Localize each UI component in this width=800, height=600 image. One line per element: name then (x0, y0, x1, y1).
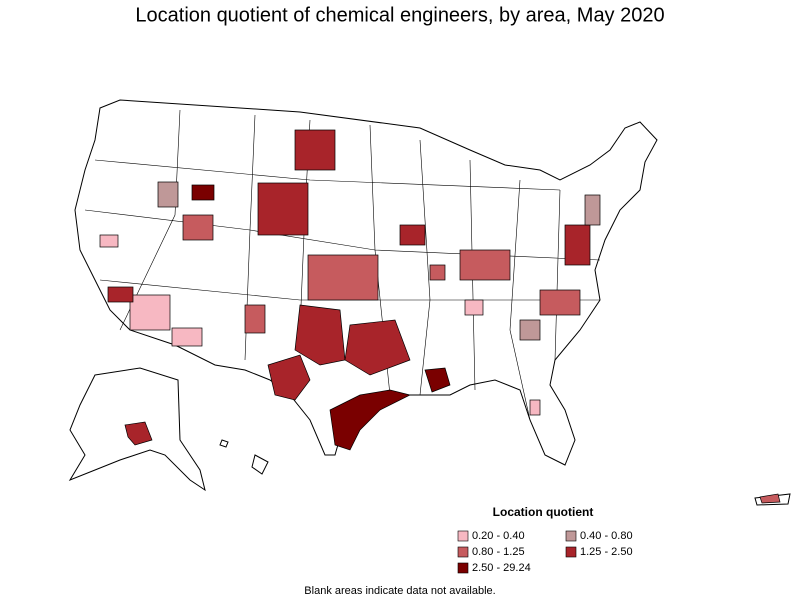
region (129, 294, 171, 331)
region (529, 399, 541, 416)
legend-swatch (457, 530, 469, 542)
region (294, 129, 336, 171)
footnote: Blank areas indicate data not available. (304, 585, 495, 597)
legend-swatch (565, 530, 577, 542)
region-dark (424, 367, 451, 393)
legend-label: 0.80 - 1.25 (472, 546, 525, 558)
region (464, 299, 484, 316)
region (564, 224, 591, 266)
region (519, 319, 541, 341)
region (107, 286, 134, 303)
region-dark (329, 389, 412, 451)
region-dark (191, 184, 215, 201)
region (124, 421, 153, 446)
region (344, 319, 411, 376)
legend-swatch (457, 546, 469, 558)
legend-label: 1.25 - 2.50 (580, 546, 633, 558)
region (182, 214, 214, 241)
region (399, 224, 426, 246)
map (68, 99, 791, 506)
region (294, 304, 346, 366)
hawaii (219, 439, 229, 448)
legend-label: 0.40 - 0.80 (580, 530, 633, 542)
region (171, 327, 203, 347)
region (459, 249, 511, 281)
legend-swatch (565, 546, 577, 558)
region (157, 181, 179, 208)
region (429, 264, 446, 281)
map-title: Location quotient of chemical engineers,… (135, 4, 664, 26)
region (267, 354, 311, 401)
legend-label: 0.20 - 0.40 (472, 530, 525, 542)
legend-swatch (457, 562, 469, 574)
region (99, 234, 119, 248)
hawaii-island (251, 454, 269, 475)
legend: Location quotient 0.20 - 0.40 0.40 - 0.80… (457, 505, 633, 574)
region (307, 254, 379, 301)
region (584, 194, 601, 226)
legend-title: Location quotient (493, 505, 594, 519)
region (759, 493, 781, 504)
region (257, 182, 309, 236)
region (244, 304, 266, 334)
region (539, 289, 581, 316)
legend-label: 2.50 - 29.24 (472, 562, 531, 574)
